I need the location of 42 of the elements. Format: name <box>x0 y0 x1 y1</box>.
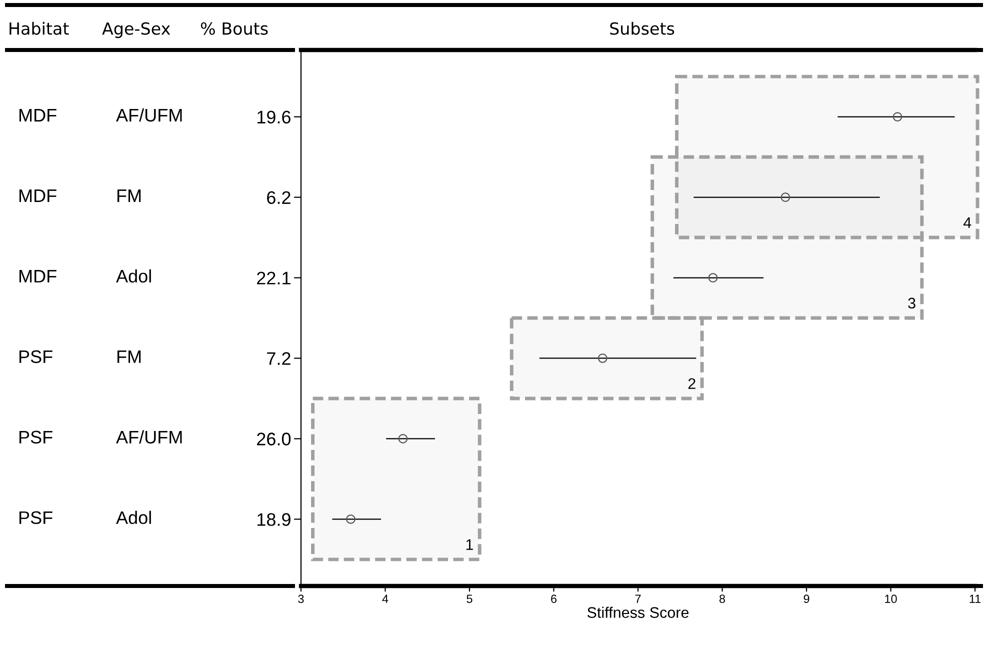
text: Habitat <box>10 22 69 35</box>
x-tick-label: 4 <box>382 594 388 603</box>
text: Adol <box>116 269 151 283</box>
y-tick-label: 7.2 <box>267 352 290 365</box>
text: AF/UFM <box>116 430 182 444</box>
band-label: 4 <box>963 217 972 228</box>
x-tick-label: 5 <box>466 594 472 604</box>
point <box>398 434 408 444</box>
text: PSF <box>19 350 52 364</box>
text: Age-Sex <box>102 22 170 38</box>
band-label: 2 <box>688 378 696 389</box>
x-tick-label: 11 <box>970 594 981 603</box>
y-tick-label: 22.1 <box>257 272 290 284</box>
x-tick-label: 10 <box>885 594 897 604</box>
x-tick-label: 6 <box>551 594 557 604</box>
x-tick-label: 7 <box>635 594 641 603</box>
text: PSF <box>19 430 52 444</box>
text: MDF <box>19 270 56 282</box>
point <box>346 514 356 524</box>
x-axis-title: Stiffness Score <box>587 606 689 618</box>
chart-title: Subsets <box>610 22 674 35</box>
point <box>780 192 790 202</box>
x-tick-label: 3 <box>298 594 304 604</box>
y-tick-label: 18.9 <box>258 513 290 526</box>
text: MDF <box>19 109 56 122</box>
band-label: 3 <box>908 298 916 309</box>
text: FM <box>117 350 141 363</box>
text: Adol <box>116 510 151 524</box>
text: AF/UFM <box>116 108 182 122</box>
point <box>598 354 608 363</box>
text: MDF <box>19 190 56 202</box>
y-tick-label: 26.0 <box>257 432 291 446</box>
text: % Bouts <box>200 22 268 35</box>
band-label: 1 <box>466 539 473 550</box>
y-tick-label: 6.2 <box>267 191 290 204</box>
point <box>708 273 718 282</box>
y-tick-label: 19.6 <box>258 110 290 124</box>
point <box>892 112 902 122</box>
text: FM <box>117 190 141 202</box>
x-tick-label: 8 <box>719 594 726 604</box>
text: PSF <box>19 511 52 524</box>
x-tick-label: 9 <box>804 594 810 604</box>
